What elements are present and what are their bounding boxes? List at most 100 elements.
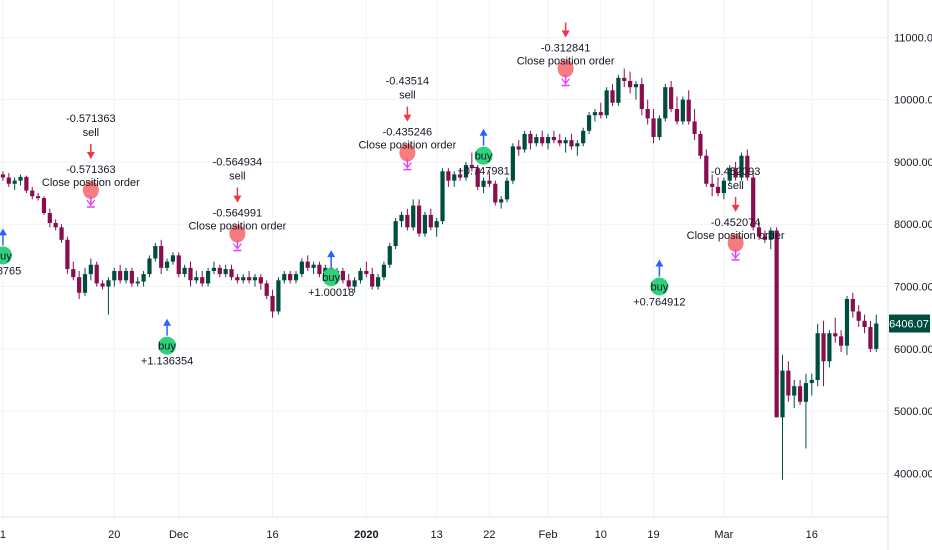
candle-body [786,370,791,396]
buy-arrow-head [655,259,664,267]
candle-body [499,199,504,203]
x-tick-label: 16 [806,529,818,541]
candle-body [159,246,164,268]
candle-body [663,87,668,119]
candle-body [780,370,785,418]
candle-body [270,295,275,312]
close-marker [229,224,246,243]
candle-body [147,258,152,275]
close-value: -0.312841 [541,43,591,55]
buy-marker [474,146,493,165]
x-tick-label: 16 [266,529,278,541]
y-tick-label: 5000.00 [894,406,932,418]
candle-body [710,183,715,187]
candle-body [440,171,445,222]
buy-value: +1.136354 [141,356,193,368]
candle-body [205,270,211,284]
grid-lines [0,0,888,517]
candle-body [375,277,381,287]
time-axis[interactable]: 1 20 Dec 16 2020 13 22 Feb 10 19 Mar 16 [0,529,818,541]
close-value: -0.452074 [711,217,761,229]
sell-arrow-head [403,114,412,122]
candle-body [774,230,779,418]
candle-body [803,383,809,402]
candle-body [627,80,633,88]
buy-marker [0,246,12,265]
x-tick-label: 1 [0,529,6,541]
candle-body [135,281,140,284]
candle-body [200,277,205,284]
candle-body [493,183,498,203]
candle-body [41,198,47,214]
candle-body [235,277,240,281]
candle-body [6,177,11,184]
buy-marker [650,277,669,296]
candle-body [141,274,146,282]
candle-body [510,146,515,181]
candle-body [680,99,685,122]
candle-body [82,274,88,293]
candle-body [364,270,369,275]
candle-body [739,155,744,178]
candle-body [715,186,721,194]
buy-label: buy [475,151,493,163]
candle-body [610,90,615,103]
candle-body [299,261,304,275]
candle-body [411,205,416,228]
candle-body [833,333,838,337]
candle-body [0,174,6,178]
x-tick-label: 19 [647,529,659,541]
buy-arrow-head [327,250,336,258]
candle-body [293,274,299,281]
sell-label: sell [229,171,246,183]
x-tick-label: 20 [108,529,120,541]
buy-label: buy [651,282,669,294]
candle-body [704,155,709,184]
candle-body [874,323,879,349]
candle-body [217,267,222,275]
close-value: -0.571363 [66,164,116,176]
candle-body [393,221,398,247]
price-axis[interactable]: 4000.00 5000.00 6000.00 7000.00 8000.00 9000.… [894,32,932,480]
candle-body [557,140,562,144]
candle-body [346,280,351,287]
sell-value: -0.452093 [711,166,761,178]
sell-value: -0.564934 [213,157,263,169]
buy-value: +0.764912 [633,297,685,309]
candle-body [30,190,35,197]
candle-body [844,298,850,346]
buy-label: buy [158,341,176,353]
candle-body [24,176,29,191]
candle-body [692,121,697,134]
sell-arrow-head [233,195,242,203]
candle-body [669,87,674,110]
candle-body [762,236,768,240]
y-tick-label: 9000.00 [894,157,932,169]
buy-value: +0.747981 [457,166,509,178]
candle-body [340,270,346,281]
candle-body [446,171,451,181]
candle-body [258,277,263,284]
close-marker-arrow [561,78,571,85]
candle-body [264,283,269,296]
candle-body [598,112,603,116]
candle-body [616,77,621,103]
close-label: Close position order [358,140,456,152]
close-marker-arrow [731,252,741,259]
candle-body [71,269,76,278]
close-marker [727,233,744,252]
candle-body [317,264,322,275]
candle-body [276,280,281,312]
close-label: Close position order [687,230,785,242]
candle-body [65,239,70,270]
buy-arrow-head [479,128,488,136]
candle-body [815,333,820,380]
candle-body [153,246,158,259]
candle-body [674,109,680,122]
candle-body [586,115,592,131]
candle-body [768,230,773,240]
candle-body [516,146,521,150]
close-marker-arrow [232,243,242,250]
candle-body [563,140,568,144]
